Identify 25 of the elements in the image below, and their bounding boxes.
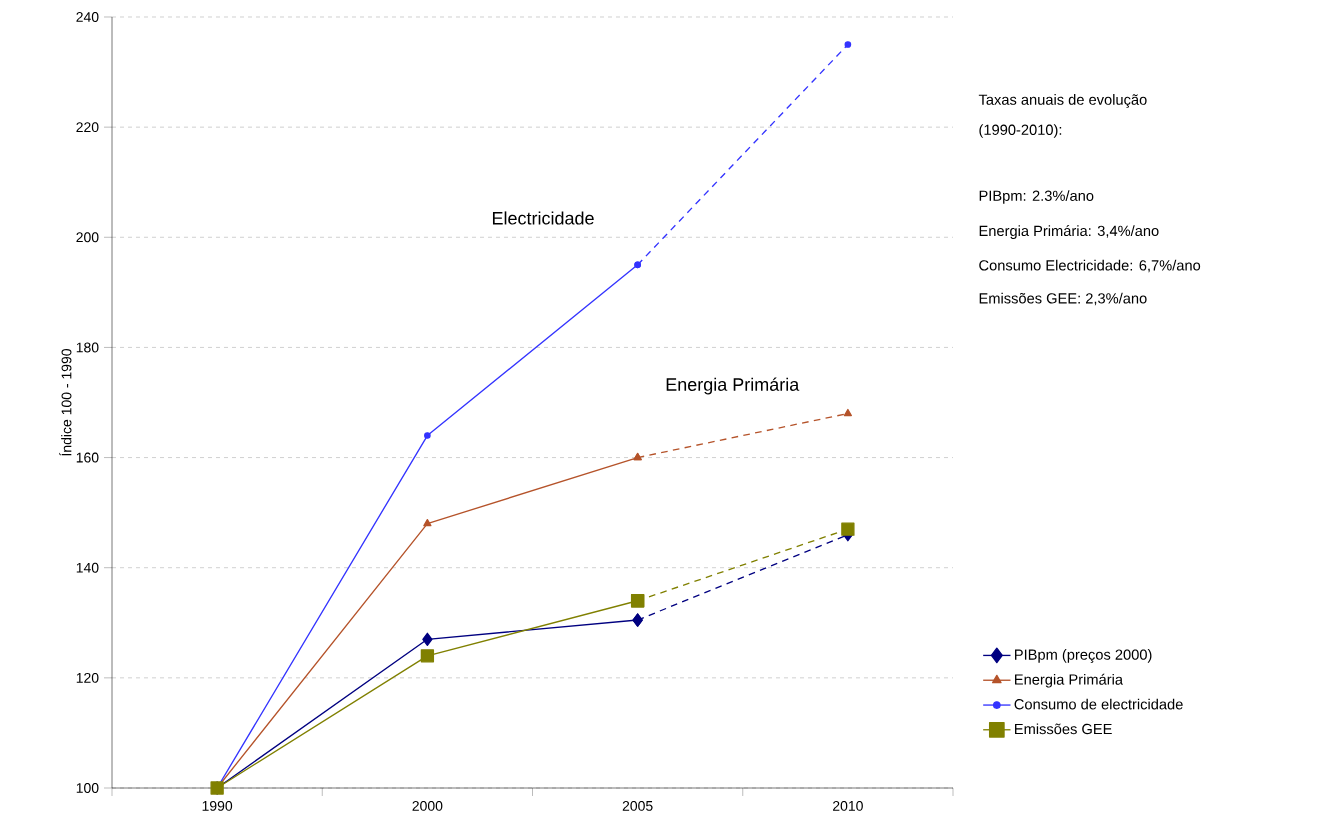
annotation: Energia Primária: [666, 377, 800, 395]
text: Emissões GEE: 2,3%/ano: [979, 292, 1147, 306]
legend-label: Consumo de electricidade: [1014, 698, 1183, 710]
annotation: Electricidade: [492, 211, 594, 225]
legend-label: Emissões GEE: [1015, 723, 1112, 735]
text: Taxas anuais de evolução: [978, 94, 1147, 108]
y-tick-label: 240: [76, 12, 99, 22]
y-tick-label: 100: [76, 783, 99, 793]
x-tick-label: 1990: [202, 800, 233, 811]
text: PIBpm: 2.3%/ano: [979, 190, 1094, 204]
y-tick-label: 160: [76, 452, 99, 463]
y-tick-label: 220: [76, 122, 99, 133]
legend-label: Energia Primária: [1015, 673, 1124, 688]
text: Energia Primária: 3,4%/ano: [979, 225, 1159, 239]
x-tick-label: 2005: [622, 800, 653, 811]
x-tick-label: 2000: [412, 800, 443, 811]
y-tick-label: 120: [76, 672, 99, 683]
y-tick-label: 200: [76, 232, 99, 243]
y-axis-title: Índice 100 - 1990: [59, 348, 72, 456]
text: (1990-2010):: [979, 124, 1062, 138]
y-tick-label: 180: [76, 342, 99, 353]
y-tick-label: 140: [76, 562, 99, 573]
legend-label: PIBpm (preços 2000): [1015, 649, 1152, 663]
x-tick-label: 2010: [833, 800, 863, 811]
text: Consumo Electricidade: 6,7%/ano: [979, 259, 1201, 273]
